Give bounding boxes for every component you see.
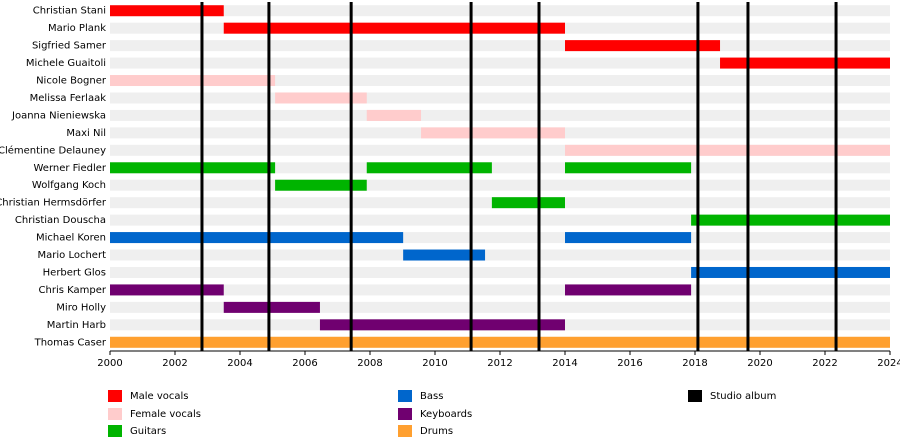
member-label: Chris Kamper [39,285,107,296]
member-bar [110,336,890,348]
member-label: Joanna Nieniewska [11,110,106,121]
member-bar [223,22,565,34]
row-stripe [110,162,890,174]
member-bar [565,232,692,244]
member-bar [319,319,565,331]
row-stripe [110,249,890,261]
row-stripe [110,284,890,296]
member-label: Melissa Ferlaak [30,93,107,104]
legend-swatch [398,408,412,420]
row-stripe [110,92,890,104]
member-label: Maxi Nil [66,128,106,139]
member-label: Mario Plank [48,23,106,34]
x-tick-label: 2024 [877,358,900,369]
row-stripe [110,179,890,191]
member-label: Wolfgang Koch [32,180,106,191]
legend-label: Guitars [130,426,166,437]
legend-swatch [108,425,122,437]
member-label: Christian Stani [33,6,106,17]
member-label: Thomas Caser [34,337,107,348]
x-tick-label: 2004 [227,358,252,369]
member-bar [110,75,276,87]
legend-label: Drums [420,426,453,437]
member-bar [110,232,404,244]
member-bar [491,197,565,209]
member-bar [691,214,890,226]
member-label: Miro Holly [56,302,106,313]
member-label: Herbert Glos [43,267,106,278]
member-bar [366,162,492,174]
row-stripe [110,232,890,244]
member-label: Mario Lochert [38,250,107,261]
member-label: Sigfried Samer [32,41,107,52]
row-stripe [110,57,890,69]
member-label: Christian Douscha [15,215,106,226]
member-bar [110,162,276,174]
x-tick-label: 2002 [162,358,187,369]
member-label: Clémentine Delauney [0,144,106,156]
member-label: Martin Harb [47,320,106,331]
x-tick-label: 2006 [292,358,317,369]
legend-swatch [108,408,122,420]
member-bar [275,179,367,191]
row-stripe [110,109,890,121]
member-label: Christian Hermsdörfer [0,198,107,209]
legend-label: Keyboards [420,409,472,420]
row-stripe [110,214,890,226]
legend-swatch [688,390,702,402]
x-tick-label: 2014 [552,358,577,369]
member-bar [565,162,692,174]
member-label: Michael Koren [36,233,106,244]
x-tick-label: 2008 [357,358,382,369]
member-bar [720,57,890,69]
member-bar [565,144,890,156]
member-bar [110,5,224,17]
member-label: Werner Fiedler [33,163,106,174]
member-bar [275,92,367,104]
x-tick-label: 2010 [422,358,447,369]
legend-label: Female vocals [130,409,201,420]
row-stripe [110,40,890,52]
member-bar [691,266,890,278]
member-bar [565,40,721,52]
member-bar [366,109,422,121]
legend-swatch [398,425,412,437]
legend-swatch [398,390,412,402]
x-tick-label: 2020 [747,358,772,369]
row-stripe [110,266,890,278]
x-tick-label: 2022 [812,358,837,369]
member-bar [110,284,224,296]
legend-label: Male vocals [130,391,189,402]
x-tick-label: 2016 [617,358,642,369]
member-bar [565,284,692,296]
row-stripe [110,75,890,87]
member-bar [421,127,565,139]
member-bar [403,249,486,261]
member-label: Michele Guaitoli [26,58,106,69]
row-stripe [110,301,890,313]
x-tick-label: 2000 [97,358,122,369]
x-tick-label: 2018 [682,358,707,369]
legend-swatch [108,390,122,402]
member-label: Nicole Bogner [36,76,107,87]
legend-label: Studio album [710,391,776,402]
member-bar [223,301,320,313]
row-stripe [110,5,890,17]
legend-label: Bass [420,391,443,402]
row-stripe [110,144,890,156]
x-tick-label: 2012 [487,358,512,369]
